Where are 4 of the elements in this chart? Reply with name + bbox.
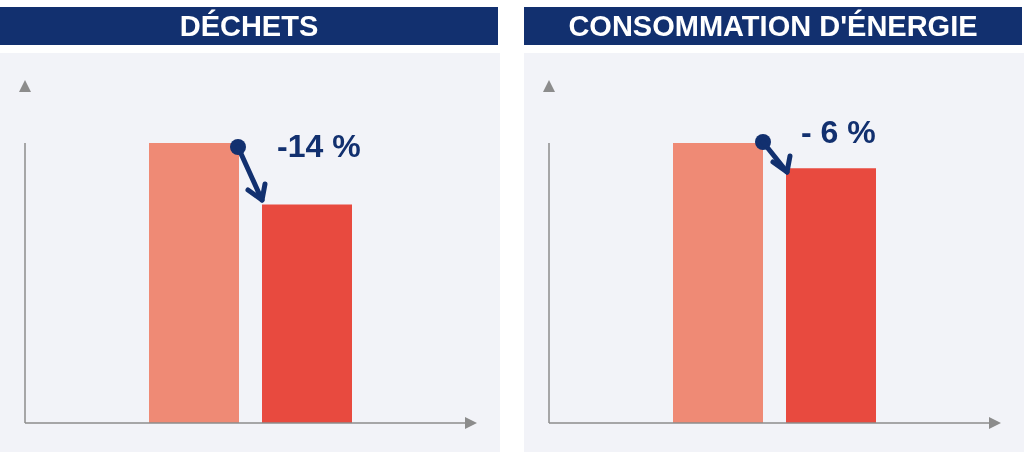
- annotation: - 6 %: [801, 114, 876, 151]
- annotation: -14 %: [277, 128, 361, 165]
- chart-title: CONSOMMATION D'ÉNERGIE: [524, 7, 1022, 45]
- chart-title: DÉCHETS: [0, 7, 498, 45]
